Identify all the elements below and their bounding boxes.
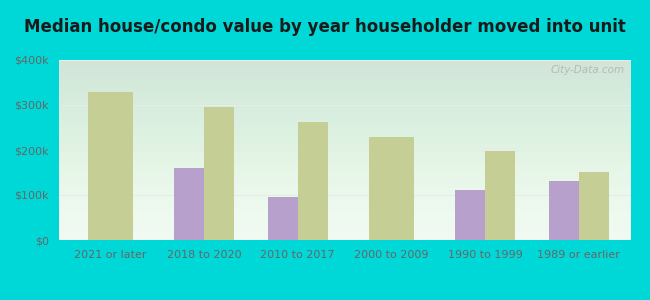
Text: City-Data.com: City-Data.com <box>551 65 625 75</box>
Bar <box>485 151 515 240</box>
Bar <box>204 107 234 240</box>
Bar <box>579 172 609 240</box>
Bar <box>369 137 414 240</box>
Bar <box>268 197 298 240</box>
Text: Median house/condo value by year householder moved into unit: Median house/condo value by year househo… <box>24 18 626 36</box>
Bar <box>174 168 204 240</box>
Bar <box>88 92 133 240</box>
Bar <box>455 190 485 240</box>
Bar <box>549 181 579 240</box>
Bar <box>298 122 328 240</box>
